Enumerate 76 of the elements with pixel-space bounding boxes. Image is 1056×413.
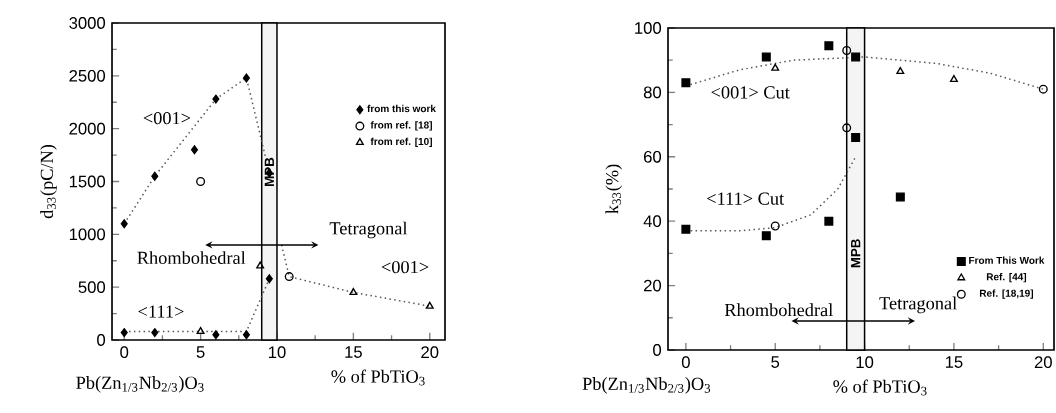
point <box>949 75 958 83</box>
point <box>151 328 159 338</box>
annotation: Rhombohedral <box>724 303 833 317</box>
x-tick-label: 20 <box>421 346 439 359</box>
annotation: <111> Cut <box>707 192 785 205</box>
point <box>196 176 206 186</box>
x-tick-label: 15 <box>345 346 362 358</box>
x-tick-label: 0 <box>120 346 129 359</box>
point <box>895 192 905 202</box>
point <box>212 94 220 104</box>
annotation: Tetragonal <box>879 296 957 314</box>
point <box>265 274 273 284</box>
y-tick-label: 1500 <box>69 175 106 188</box>
y-tick-label: 60 <box>644 150 662 163</box>
point <box>349 287 358 296</box>
annotation: <111> <box>138 305 184 318</box>
point <box>425 301 434 309</box>
x-tick-label: 10 <box>856 356 874 369</box>
point <box>824 41 834 51</box>
point <box>242 73 250 83</box>
legend-label: Ref. [18,19] <box>979 289 1033 299</box>
text: Pb(Zn$_{1/3}$Nb$_{2/3}$)O$_{3}$ <box>582 377 711 394</box>
point <box>771 63 780 71</box>
legend-label: From This Work <box>969 256 1045 264</box>
annotation: <001> <box>381 260 429 274</box>
point <box>824 216 834 226</box>
y-tick-label: 80 <box>643 86 662 99</box>
legend-label: Ref. [44] <box>986 272 1027 283</box>
y-tick-label: 20 <box>644 279 662 292</box>
point <box>120 219 128 229</box>
point <box>212 330 220 340</box>
y-tick-label: 500 <box>78 281 106 294</box>
legend-label: from ref. [10] <box>370 137 432 147</box>
x-tick-label: 20 <box>1034 356 1052 369</box>
y-tick-label: 2000 <box>69 122 106 135</box>
point <box>842 123 852 133</box>
point <box>851 132 861 142</box>
annotation: Rhombohedral <box>137 251 246 265</box>
x-axis-title: % of PbTiO$_{3}$ <box>331 369 425 386</box>
point <box>681 224 691 234</box>
point <box>842 46 852 56</box>
y-axis-title: d$_{33}$(pC/N) <box>40 144 57 219</box>
x-tick-label: 5 <box>196 346 205 358</box>
point <box>196 327 205 335</box>
x-tick-label: 10 <box>268 346 286 359</box>
y-tick-label: 40 <box>643 215 662 228</box>
y-tick-label: 3000 <box>69 17 106 29</box>
point <box>284 272 294 282</box>
x-axis-title: % of PbTiO$_{3}$ <box>833 379 927 396</box>
point <box>896 66 905 75</box>
point <box>256 261 265 269</box>
legend-label: from ref. [18] <box>370 121 432 131</box>
point <box>761 52 771 62</box>
point <box>681 78 691 88</box>
annotation: <001> <box>143 111 191 125</box>
y-tick-label: 1000 <box>69 228 106 241</box>
band-label: MPB <box>851 239 861 268</box>
point <box>761 231 771 241</box>
point <box>120 328 128 338</box>
point <box>851 52 861 62</box>
point <box>242 330 250 340</box>
x-tick-label: 0 <box>681 356 690 369</box>
annotation: Tetragonal <box>329 221 408 239</box>
text: Pb(Zn$_{1/3}$Nb$_{2/3}$)O$_{3}$ <box>76 376 204 393</box>
annotation: <001> Cut <box>711 86 790 99</box>
y-tick-label: 100 <box>635 22 662 34</box>
point <box>151 171 159 181</box>
y-tick-label: 0 <box>97 334 106 346</box>
y-axis-title: k$_{33}$(%) <box>605 164 623 214</box>
y-tick-label: 2500 <box>69 69 106 82</box>
x-tick-label: 15 <box>945 356 963 368</box>
point <box>1038 84 1048 94</box>
x-tick-label: 5 <box>771 356 780 368</box>
point <box>770 221 780 231</box>
point <box>190 145 199 155</box>
legend-label: from this work <box>367 104 436 113</box>
